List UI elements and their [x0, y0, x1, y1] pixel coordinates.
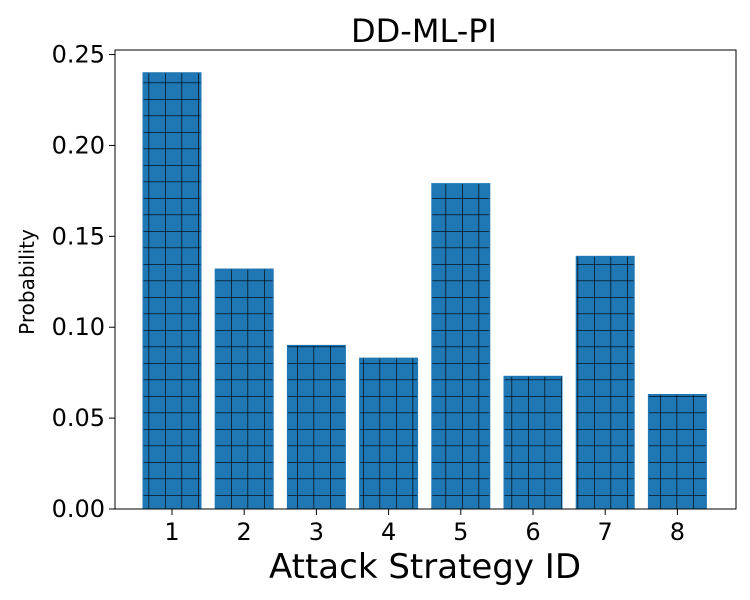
chart-title: DD-ML-PI [351, 12, 497, 50]
x-tick-label: 2 [237, 518, 252, 546]
x-tick-label: 8 [670, 518, 685, 546]
bars-group [142, 72, 707, 510]
y-axis: 0.00 0.05 0.10 0.15 0.20 0.25 [52, 41, 115, 523]
y-tick-label: 0.05 [52, 404, 105, 432]
bar-hatch-4 [359, 358, 418, 509]
y-tick-label: 0.20 [52, 131, 105, 159]
x-axis-label: Attack Strategy ID [269, 547, 581, 587]
x-tick-label: 6 [525, 518, 540, 546]
y-tick-label: 0.00 [52, 495, 105, 523]
x-tick-label: 5 [453, 518, 468, 546]
bar-hatch-7 [576, 256, 635, 509]
y-axis-label: Probability [15, 229, 39, 335]
y-tick-label: 0.10 [52, 313, 105, 341]
y-tick-label: 0.15 [52, 222, 105, 250]
bar-hatch-6 [504, 376, 562, 509]
bar-hatch-1 [143, 72, 201, 509]
plot-frame [114, 49, 737, 510]
y-tick-label: 0.25 [52, 41, 105, 69]
x-axis: 1 2 3 4 5 6 7 8 [164, 509, 685, 546]
x-tick-label: 1 [164, 518, 179, 546]
x-tick-label: 3 [309, 518, 324, 546]
x-tick-label: 4 [381, 518, 396, 546]
bar-hatch-8 [648, 394, 707, 509]
bar-hatch-5 [431, 183, 490, 509]
bar-hatch-3 [287, 345, 346, 509]
x-tick-label: 7 [598, 518, 613, 546]
bar-hatch-2 [215, 269, 274, 509]
